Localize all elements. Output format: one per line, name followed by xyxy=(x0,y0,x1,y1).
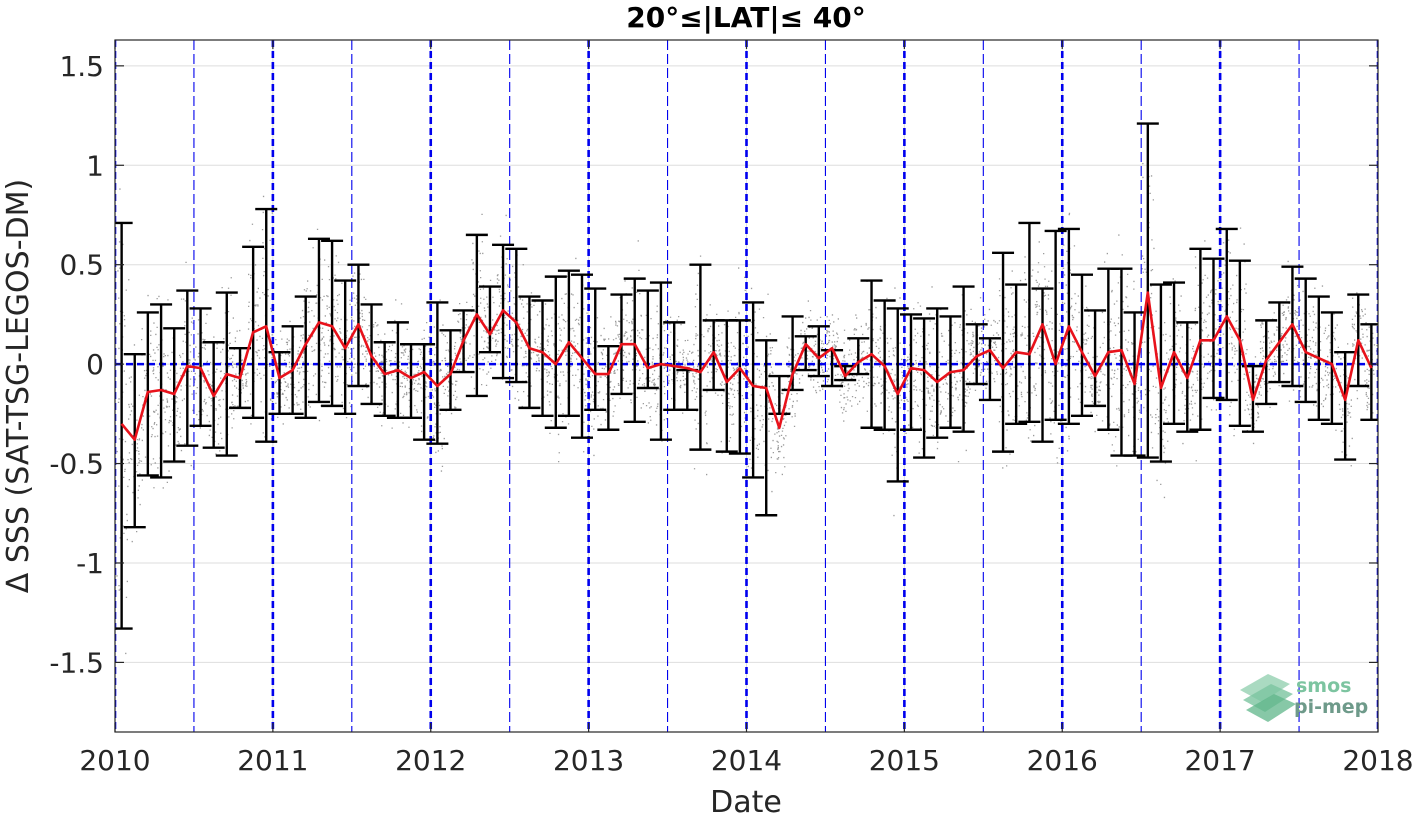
error-bar xyxy=(518,295,541,410)
error-bar xyxy=(1084,309,1107,408)
error-bar xyxy=(1070,273,1093,418)
error-bar xyxy=(321,239,344,408)
error-bar xyxy=(807,325,830,378)
y-tick-label: -0.5 xyxy=(49,448,104,481)
error-bar xyxy=(1031,287,1054,443)
x-tick-label: 2015 xyxy=(869,744,940,777)
x-tick-labels: 2010 2011 2012 2013 2014 2015 2016 2017 2018 xyxy=(79,744,1413,777)
y-tick-label: 1 xyxy=(86,149,104,182)
error-bar xyxy=(742,301,765,479)
error-bar xyxy=(1149,283,1172,463)
x-tick-label: 2014 xyxy=(711,744,782,777)
error-bar xyxy=(307,237,330,404)
error-bar xyxy=(649,281,672,441)
error-bar xyxy=(1202,257,1225,400)
error-bar xyxy=(728,319,751,455)
error-bar xyxy=(1136,122,1159,459)
x-tick-label: 2017 xyxy=(1184,744,1255,777)
error-bar xyxy=(439,329,462,412)
error-bar xyxy=(1044,229,1067,422)
error-bar xyxy=(584,287,607,412)
smos-pi-mep-logo: smos pi-mep xyxy=(1240,674,1368,722)
error-bar xyxy=(373,341,396,418)
y-tick-label: -1.5 xyxy=(49,646,104,679)
y-axis-label: Δ SSS (SAT-TSG-LEGOS-DM) xyxy=(1,179,36,593)
error-bar xyxy=(689,263,712,451)
error-bar xyxy=(755,339,778,517)
y-tick-label: -1 xyxy=(76,547,104,580)
mean-line xyxy=(120,291,1373,442)
x-tick-label: 2011 xyxy=(237,744,308,777)
chart-title: 20°≤|LAT|≤ 40° xyxy=(626,1,866,34)
error-bar xyxy=(1018,221,1041,423)
error-bar xyxy=(1215,227,1238,402)
logo-layers-icon xyxy=(1240,674,1296,722)
error-bar xyxy=(926,307,949,439)
error-bar xyxy=(768,374,791,416)
error-bar xyxy=(992,251,1015,453)
error-bar xyxy=(531,299,554,418)
error-bar xyxy=(965,323,988,386)
error-bar xyxy=(505,247,528,384)
x-tick-label: 2018 xyxy=(1342,744,1413,777)
error-bar xyxy=(544,275,567,429)
error-bar xyxy=(1320,311,1343,425)
y-tick-labels: -1.5 -1 -0.5 0 0.5 1 1.5 xyxy=(49,50,104,680)
logo-text-pimep: pi-mep xyxy=(1294,696,1368,718)
x-tick-label: 2013 xyxy=(553,744,624,777)
error-bar xyxy=(1334,350,1357,461)
error-bar xyxy=(847,337,870,376)
x-tick-label: 2010 xyxy=(79,744,150,777)
x-axis-label: Date xyxy=(710,785,782,818)
error-bar xyxy=(623,277,646,423)
error-bar xyxy=(413,343,436,441)
error-bar xyxy=(1294,277,1317,404)
axis-ticks xyxy=(114,40,1379,732)
error-bar xyxy=(978,337,1001,402)
error-bar xyxy=(597,345,620,431)
y-tick-label: 0.5 xyxy=(59,249,104,282)
error-bar xyxy=(794,335,817,372)
error-bar xyxy=(900,313,923,431)
y-tick-label: 0 xyxy=(86,348,104,381)
error-bar xyxy=(952,285,975,433)
x-tick-label: 2012 xyxy=(395,744,466,777)
error-bar xyxy=(1360,323,1378,422)
mean-line-group xyxy=(120,291,1373,442)
logo-text-smos: smos xyxy=(1296,675,1351,697)
error-bar xyxy=(478,285,501,354)
y-tick-label: 1.5 xyxy=(59,50,104,83)
error-bar xyxy=(294,295,317,420)
error-bar xyxy=(913,317,936,459)
error-bar xyxy=(426,301,449,445)
error-bar xyxy=(636,289,659,390)
x-tick-label: 2016 xyxy=(1027,744,1098,777)
